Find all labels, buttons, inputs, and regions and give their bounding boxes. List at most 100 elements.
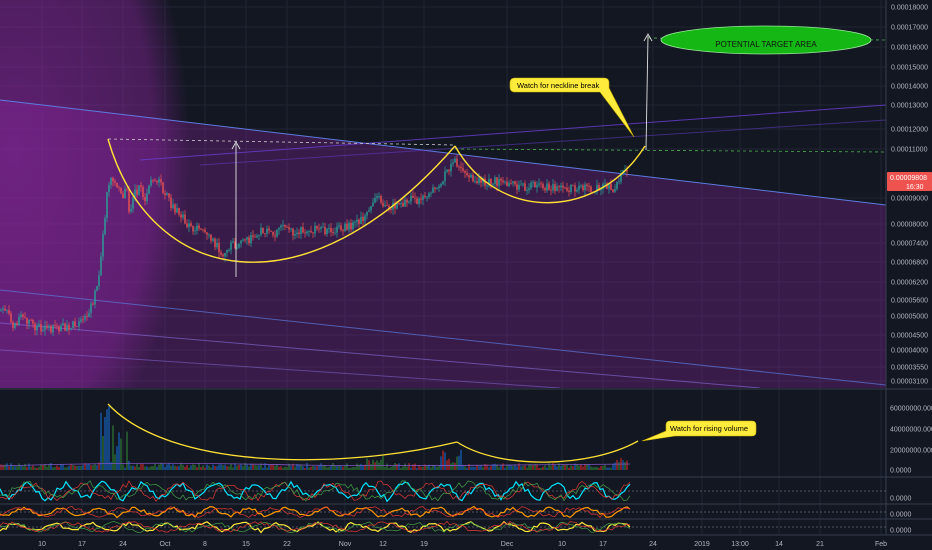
volume-bar	[332, 463, 334, 470]
price-tick-label: 0.00014000	[891, 84, 928, 91]
volume-bar	[428, 464, 430, 470]
candle-body	[330, 227, 332, 232]
candle-body	[66, 325, 68, 331]
candle-body	[92, 303, 94, 305]
candle-body	[448, 169, 450, 172]
price-axis-bg[interactable]	[886, 0, 932, 550]
callout-volume[interactable]: Watch for rising volume	[641, 420, 757, 442]
volume-bar	[382, 455, 384, 470]
volume-bar	[524, 465, 526, 470]
volume-bar	[184, 466, 186, 470]
candle-body	[20, 314, 22, 317]
volume-bar	[412, 464, 414, 470]
volume-axis[interactable]: 60000000.0000 40000000.0000 20000000.0000 0…	[890, 406, 932, 475]
volume-bar	[328, 466, 330, 470]
volume-bar	[88, 463, 90, 470]
candle-body	[382, 202, 384, 207]
indicator-line	[0, 480, 631, 502]
volume-bar	[596, 466, 598, 470]
volume-bar	[22, 466, 24, 470]
volume-bar	[330, 465, 332, 470]
candle-body	[432, 187, 434, 193]
candle-body	[358, 219, 360, 224]
time-tick-label: 10	[38, 541, 46, 548]
candle-body	[438, 186, 440, 189]
volume-bar	[288, 463, 290, 470]
candle-body	[228, 249, 230, 251]
volume-bar	[180, 463, 182, 470]
volume-bar	[374, 462, 376, 470]
candle-body	[534, 182, 536, 188]
volume-bar	[220, 464, 222, 470]
time-tick-label: Feb	[875, 541, 887, 548]
callout-volume-bubble	[641, 420, 757, 442]
volume-bar	[462, 464, 464, 470]
volume-bar	[98, 462, 100, 470]
time-axis[interactable]: 10 17 24 Oct 8 15 22 Nov 12 19 Dec 10 17 24 2019 13:00 1…	[38, 541, 887, 548]
analysis-annotations[interactable]: Watch for neckline break POTENTIAL TARGE…	[107, 25, 887, 277]
candle-body	[598, 185, 600, 191]
diagonal-line-upper	[139, 104, 886, 161]
candle-body	[544, 188, 546, 191]
candle-body	[540, 183, 542, 185]
volume-bar	[326, 467, 328, 470]
volume-bar	[292, 463, 294, 470]
callout-neckline[interactable]: Watch for neckline break	[509, 77, 635, 138]
volume-bar	[316, 466, 318, 470]
volume-bar	[554, 464, 556, 470]
measure-arrow-target	[645, 35, 649, 151]
candle-body	[54, 325, 56, 326]
candle-body	[34, 323, 36, 331]
candle-body	[398, 203, 400, 205]
volume-bar	[536, 464, 538, 470]
time-tick-label: Nov	[339, 541, 352, 548]
price-tick-label: 0.00013000	[891, 103, 928, 110]
indicator-panes[interactable]	[0, 480, 886, 534]
volume-bar	[406, 466, 408, 470]
volume-bar	[318, 465, 320, 470]
volume-bar	[336, 466, 338, 470]
volume-annotations[interactable]: Watch for rising volume	[107, 403, 757, 463]
volume-bar	[466, 467, 468, 470]
volume-bar	[144, 466, 146, 470]
candle-body	[616, 181, 618, 190]
candle-body	[210, 234, 212, 241]
volume-bar	[618, 462, 620, 470]
volume-bar	[498, 467, 500, 470]
volume-bar	[346, 463, 348, 470]
volume-bar	[18, 463, 20, 470]
volume-bars[interactable]	[0, 406, 631, 470]
candle-body	[12, 321, 14, 328]
candle-body	[490, 178, 492, 185]
volume-bar	[496, 464, 498, 470]
candle-body	[192, 225, 194, 232]
candle-body	[504, 181, 506, 183]
candle-body	[50, 325, 52, 333]
candle-body	[328, 227, 330, 229]
time-tick-label: Dec	[501, 541, 514, 548]
indicator-axes[interactable]: 0.0000 0.0000 0.0000	[890, 496, 912, 535]
candle-body	[332, 231, 334, 234]
price-tick-label: 0.00004500	[891, 333, 928, 340]
volume-bar	[494, 463, 496, 470]
price-tick-label: 0.00005000	[891, 314, 928, 321]
volume-bar	[580, 464, 582, 470]
candle-body	[178, 208, 180, 215]
price-axis[interactable]: 0.00018000 0.00017000 0.00016000 0.00015000…	[891, 5, 928, 386]
candle-body	[52, 325, 54, 333]
volume-bar	[380, 459, 382, 470]
indicator-tick-label: 0.0000	[890, 496, 912, 503]
candle-body	[268, 228, 270, 231]
time-tick-label: 10	[558, 541, 566, 548]
candle-body	[560, 185, 562, 188]
volume-bar	[522, 465, 524, 470]
volume-bar	[210, 467, 212, 470]
last-price-marker[interactable]: 0.00009808 16:30	[887, 172, 932, 191]
volume-bar	[284, 466, 286, 470]
target-area[interactable]: POTENTIAL TARGET AREA	[660, 25, 872, 55]
candle-body	[574, 185, 576, 192]
candle-body	[32, 320, 34, 324]
volume-bar	[194, 464, 196, 470]
